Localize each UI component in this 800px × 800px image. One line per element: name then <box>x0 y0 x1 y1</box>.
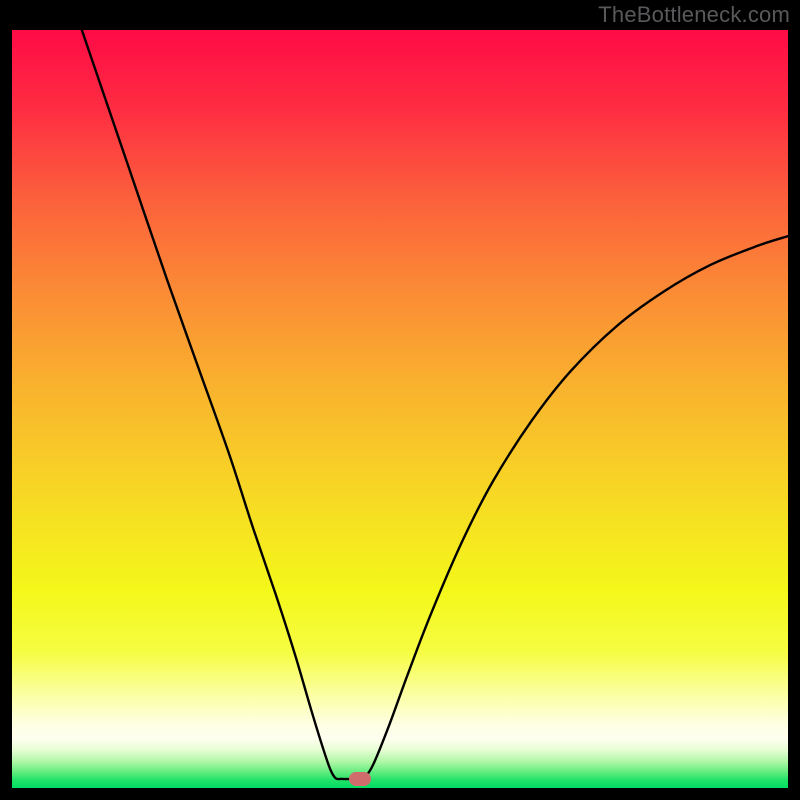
chart-svg <box>12 30 788 788</box>
optimum-marker <box>349 772 371 786</box>
plot-area <box>12 30 788 788</box>
figure-container: TheBottleneck.com <box>0 0 800 800</box>
attribution-label: TheBottleneck.com <box>598 2 790 28</box>
gradient-background <box>12 30 788 788</box>
